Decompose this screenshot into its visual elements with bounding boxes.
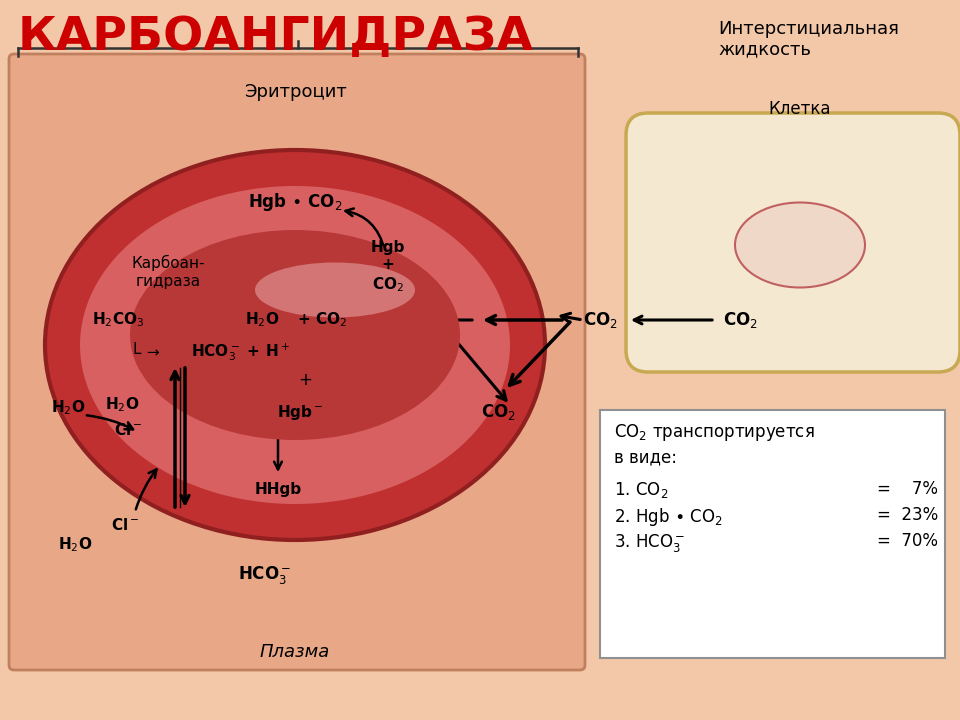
Text: $\rightarrow$: $\rightarrow$ xyxy=(144,344,161,359)
Ellipse shape xyxy=(45,150,545,540)
Ellipse shape xyxy=(255,263,415,318)
Text: КАРБОАНГИДРАЗА: КАРБОАНГИДРАЗА xyxy=(18,15,534,60)
Text: H$_2$O: H$_2$O xyxy=(245,310,279,329)
Text: H$_2$CO$_3$: H$_2$CO$_3$ xyxy=(92,310,144,329)
Text: L: L xyxy=(132,343,140,358)
Text: H$_2$O: H$_2$O xyxy=(51,399,85,418)
Text: + CO$_2$: + CO$_2$ xyxy=(297,310,347,329)
Text: CO$_2$ транспортируется: CO$_2$ транспортируется xyxy=(614,422,815,443)
FancyBboxPatch shape xyxy=(600,410,945,658)
Text: CO$_2$: CO$_2$ xyxy=(481,402,516,422)
Text: 3. HCO$_3^-$: 3. HCO$_3^-$ xyxy=(614,532,685,554)
Ellipse shape xyxy=(130,230,460,440)
Text: в виде:: в виде: xyxy=(614,448,677,466)
Text: CO$_2$: CO$_2$ xyxy=(583,310,617,330)
Text: =  23%: = 23% xyxy=(876,506,938,524)
FancyBboxPatch shape xyxy=(9,54,585,670)
Text: H$_2$O: H$_2$O xyxy=(105,396,139,414)
Text: Hgb$^-$: Hgb$^-$ xyxy=(276,402,324,421)
Text: Cl$^-$: Cl$^-$ xyxy=(110,517,139,533)
Text: 1. CO$_2$: 1. CO$_2$ xyxy=(614,480,668,500)
Text: Hgb $\bullet$ CO$_2$: Hgb $\bullet$ CO$_2$ xyxy=(248,191,342,213)
Text: Эритроцит: Эритроцит xyxy=(244,83,347,101)
Text: Cl$^-$: Cl$^-$ xyxy=(114,422,142,438)
Text: HCO$_3^-$: HCO$_3^-$ xyxy=(238,564,292,586)
Ellipse shape xyxy=(735,202,865,287)
Ellipse shape xyxy=(80,186,510,504)
Text: CO$_2$: CO$_2$ xyxy=(723,310,757,330)
Text: Интерстициальная
жидкость: Интерстициальная жидкость xyxy=(718,20,899,59)
Text: Карбоан-
гидраза: Карбоан- гидраза xyxy=(132,255,204,289)
Text: Hgb
+
CO$_2$: Hgb + CO$_2$ xyxy=(371,240,405,294)
Text: Клетка: Клетка xyxy=(769,100,831,118)
Text: H$_2$O: H$_2$O xyxy=(58,536,92,554)
Text: +: + xyxy=(298,371,312,389)
Text: =  70%: = 70% xyxy=(877,532,938,550)
FancyBboxPatch shape xyxy=(626,113,960,372)
Text: HCO$_3^-$ + H$^+$: HCO$_3^-$ + H$^+$ xyxy=(191,341,289,363)
Text: Плазма: Плазма xyxy=(260,643,330,661)
Text: 2. Hgb $\bullet$ CO$_2$: 2. Hgb $\bullet$ CO$_2$ xyxy=(614,506,723,528)
Text: HHgb: HHgb xyxy=(254,482,301,497)
Text: =    7%: = 7% xyxy=(877,480,938,498)
